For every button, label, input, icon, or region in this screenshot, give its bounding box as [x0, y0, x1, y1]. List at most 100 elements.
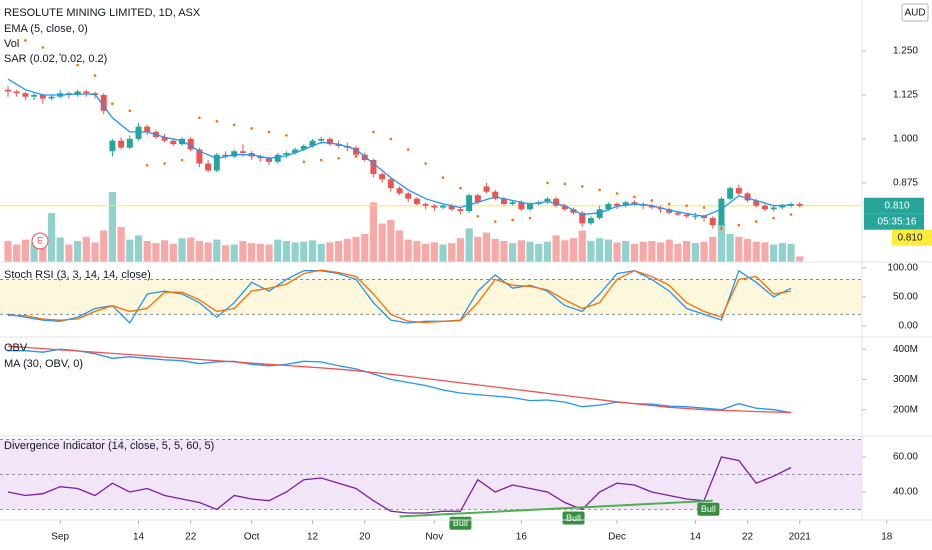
x-tick-label: Nov: [425, 532, 443, 543]
volume-bar: [326, 242, 334, 262]
indicator-name: Divergence Indicator (14, close, 5, 5, 6…: [4, 440, 214, 452]
candle-body: [466, 195, 473, 212]
volume-bar: [47, 213, 56, 262]
indicator-line: [8, 269, 792, 324]
volume-bar: [335, 241, 343, 262]
candle-body: [587, 218, 594, 224]
candle-body: [326, 138, 333, 145]
candle-body: [179, 138, 186, 145]
candle-body: [196, 149, 203, 164]
volume-bar: [474, 236, 482, 262]
y-tick-label: 100.00: [887, 262, 918, 273]
sar-dot: [128, 109, 132, 113]
candle-body: [283, 152, 290, 155]
candle-body: [596, 209, 603, 219]
volume-bar: [274, 239, 282, 262]
volume-bar: [778, 243, 786, 262]
sar-dot: [389, 137, 393, 141]
candle-body: [683, 214, 690, 217]
sar-dot: [285, 134, 288, 137]
volume-bar: [204, 242, 212, 262]
y-tick-label: 0.875: [893, 178, 918, 189]
volume-bar: [509, 243, 517, 262]
y-tick-label: 200M: [893, 404, 918, 415]
sar-dot: [511, 218, 514, 222]
candle-body: [448, 205, 455, 210]
countdown: 05:35:16: [878, 216, 917, 227]
indicator-name: Vol: [4, 38, 19, 50]
candle-body: [779, 205, 786, 208]
candle-body: [666, 209, 673, 213]
sar-dot: [615, 192, 619, 195]
candle-body: [48, 96, 55, 99]
candle-body: [222, 154, 229, 157]
volume-bar: [178, 238, 186, 262]
candle-body: [648, 205, 655, 208]
volume-bar: [526, 241, 534, 262]
volume-bar: [82, 236, 90, 262]
volume-bar: [743, 238, 752, 262]
volume-bar: [230, 244, 238, 262]
sar-dot: [598, 188, 601, 192]
sar-dot: [424, 162, 427, 165]
volume-bar: [700, 241, 708, 262]
sar-dot: [493, 220, 497, 223]
sar-dot: [76, 63, 79, 67]
volume-bar: [622, 241, 630, 262]
indicator-name: SAR (0.02, 0.02, 0.2): [4, 53, 107, 65]
sar-dot: [267, 130, 271, 134]
x-tick-label: 14: [133, 532, 145, 543]
sar-dot: [163, 162, 166, 165]
candle-body: [370, 160, 377, 175]
volume-bar: [239, 241, 247, 262]
sar-dot: [685, 204, 688, 208]
indicator-name: Stoch RSI (3, 3, 14, 14, close): [4, 269, 151, 281]
y-tick-label: 50.00: [893, 292, 918, 303]
sar-dot: [215, 120, 219, 123]
volume-bar: [256, 243, 264, 262]
indicator-name: EMA (5, close, 0): [4, 23, 88, 35]
volume-bar: [343, 238, 351, 262]
volume-bar: [552, 235, 560, 262]
currency-box[interactable]: [901, 3, 929, 22]
volume-bar: [430, 242, 438, 262]
volume-bar: [56, 237, 64, 262]
volume-bar: [683, 241, 691, 262]
volume-bar: [65, 244, 73, 262]
volume-bar: [13, 244, 21, 262]
volume-bar: [352, 236, 360, 262]
last-tag: 0.810: [897, 232, 922, 243]
candle-body: [631, 202, 638, 204]
volume-bar: [195, 241, 204, 262]
x-tick-label: 14: [690, 532, 702, 543]
candle-body: [300, 145, 307, 150]
candle-body: [744, 193, 751, 201]
divergence-line: [399, 499, 713, 518]
currency: AUD: [904, 8, 925, 19]
candle-body: [527, 203, 534, 210]
volume-bar: [535, 243, 543, 262]
candle-body: [561, 205, 568, 210]
candle-body: [118, 140, 125, 148]
indicator-line: [7, 269, 792, 325]
indicator-line: [7, 345, 792, 414]
earnings-icon[interactable]: [31, 232, 49, 250]
sar-dot: [406, 148, 410, 151]
volume-bar: [665, 239, 673, 262]
sar-dot: [58, 53, 62, 56]
bull-label: Bull: [566, 513, 581, 523]
volume-bar: [30, 242, 38, 262]
volume-bar: [770, 244, 778, 262]
candle-body: [605, 203, 612, 210]
candle-body: [483, 186, 490, 192]
volume-bar: [543, 241, 552, 262]
volume-bar: [169, 243, 177, 262]
bull-label-box: [697, 502, 720, 516]
sar-dot: [789, 213, 793, 216]
candle-body: [413, 198, 420, 204]
sar-dot: [580, 185, 584, 188]
volume-bar: [500, 241, 508, 262]
candle-body: [31, 94, 38, 97]
sar-dot: [180, 158, 184, 162]
sar-dot: [528, 216, 532, 220]
